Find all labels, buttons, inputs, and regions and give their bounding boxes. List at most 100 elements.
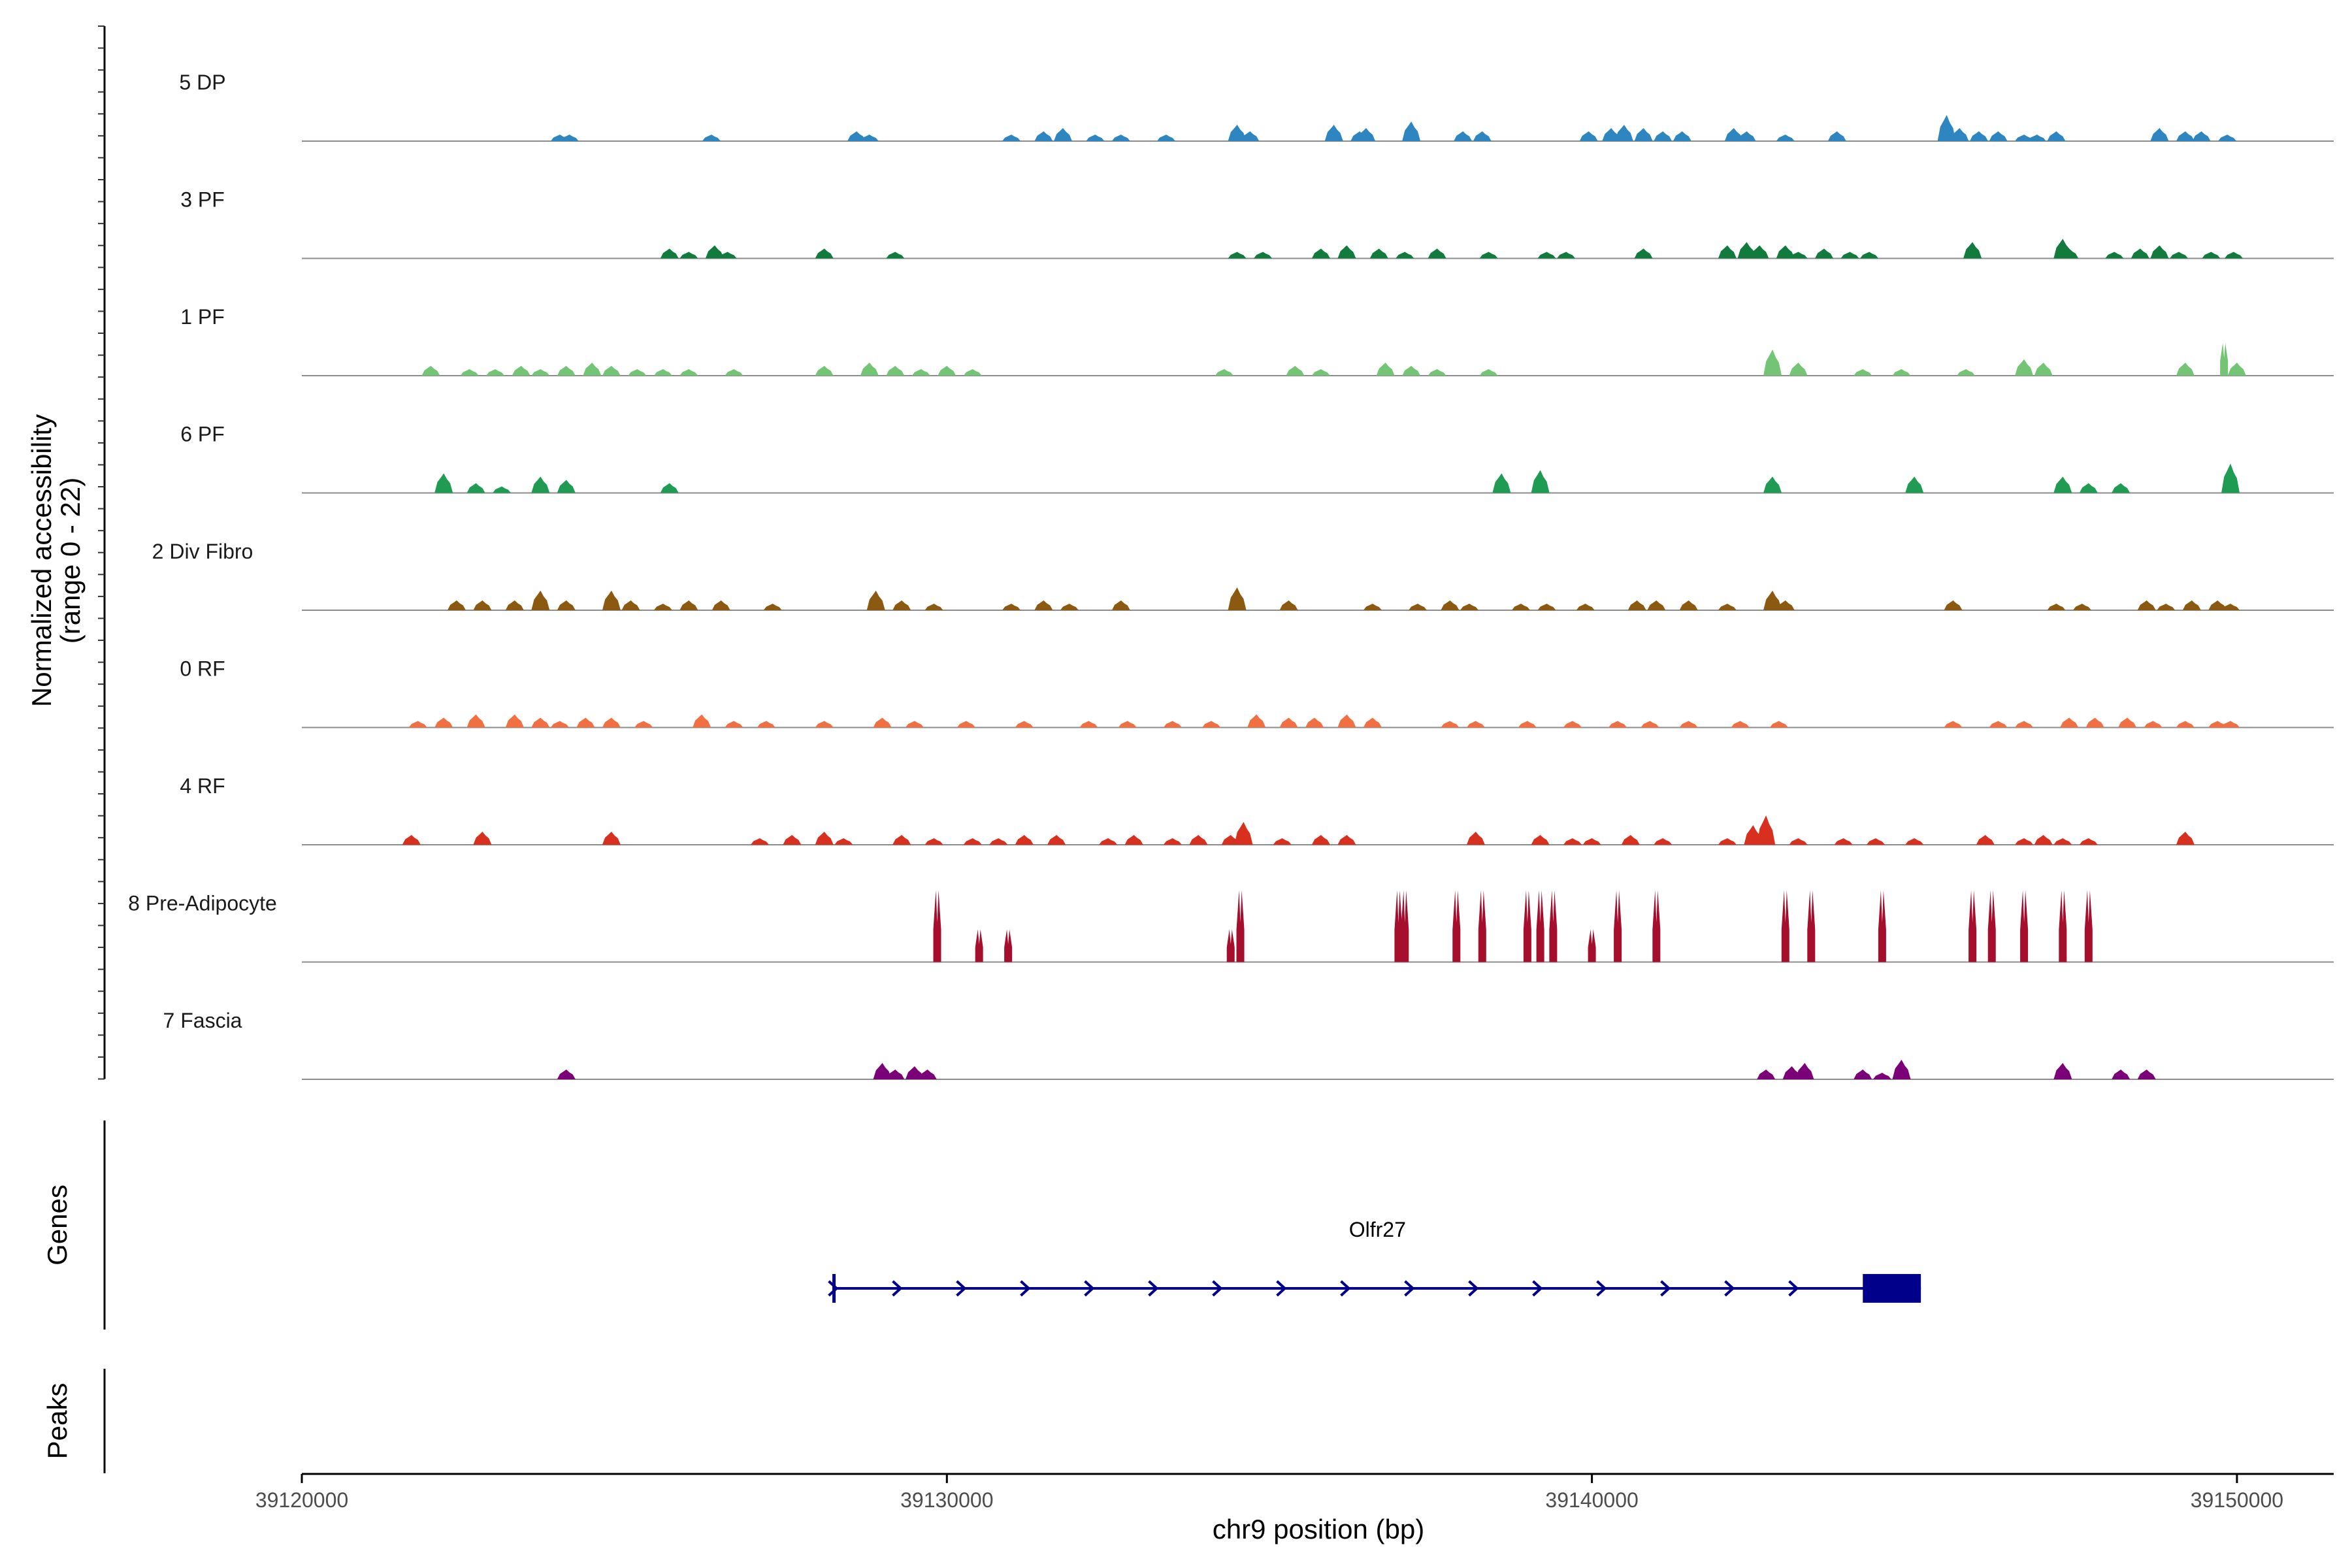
coverage-peak: [466, 483, 485, 493]
coverage-peak: [2053, 476, 2072, 493]
coverage-peak: [460, 369, 479, 376]
coverage-peak: [1718, 838, 1737, 845]
coverage-peak: [1279, 600, 1298, 610]
coverage-peak: [1454, 131, 1473, 141]
coverage-peak: [2144, 721, 2163, 728]
coverage-peak: [911, 369, 930, 376]
coverage-peak: [653, 604, 672, 610]
peaks-panel-label: Peaks: [42, 1383, 73, 1460]
coverage-peak: [2053, 838, 2072, 845]
coverage-peak: [1002, 135, 1021, 141]
coverage-peak: [1679, 600, 1698, 610]
coverage-peak: [847, 131, 866, 141]
coverage-peak: [1156, 135, 1175, 141]
coverage-peak: [2137, 600, 2156, 610]
coverage-peak: [1441, 721, 1460, 728]
track-3-pf: 3 PF: [180, 188, 2334, 259]
coverage-peak: [1937, 115, 1956, 141]
coverage-peak: [1363, 604, 1382, 610]
coverage-peak: [1236, 890, 1245, 962]
coverage-peak: [2015, 721, 2034, 728]
coverage-peak: [1279, 717, 1298, 728]
coverage-peak: [1950, 128, 1969, 141]
coverage-peak: [1641, 721, 1659, 728]
coverage-peak: [1763, 591, 1782, 610]
coverage-peak: [1654, 131, 1673, 141]
strand-chevron: [956, 1280, 967, 1297]
coverage-peak: [866, 591, 885, 610]
coverage-peak: [1311, 248, 1330, 259]
coverage-peak: [2059, 890, 2067, 962]
track-label: 5 DP: [179, 71, 225, 94]
gene-olfr27: Olfr27: [828, 1218, 1921, 1303]
coverage-peak: [2221, 463, 2240, 493]
track-8-pre-adipocyte: 8 Pre-Adipocyte: [128, 890, 2334, 963]
coverage-peak: [1827, 131, 1846, 141]
coverage-peak: [1324, 125, 1343, 141]
coverage-peak: [583, 363, 602, 376]
coverage-peak: [1409, 604, 1428, 610]
coverage-peak: [2208, 721, 2227, 728]
coverage-peak: [1854, 1070, 1872, 1079]
coverage-peak: [1311, 369, 1330, 376]
coverage-peak: [1776, 600, 1795, 610]
coverage-peak: [815, 721, 834, 728]
coverage-peak: [1867, 838, 1886, 845]
coverage-peak: [1957, 369, 1976, 376]
coverage-peak: [886, 366, 905, 376]
coverage-peak: [1781, 890, 1789, 962]
coverage-peak: [1047, 835, 1066, 845]
coverage-peak: [2060, 717, 2079, 728]
coverage-peak: [1588, 929, 1596, 962]
coverage-peak: [1744, 825, 1763, 845]
coverage-peak: [408, 721, 427, 728]
coverage-peak: [2224, 252, 2243, 259]
coverage-peak: [1602, 128, 1621, 141]
coverage-peak: [1523, 890, 1531, 962]
coverage-peak: [1369, 248, 1388, 259]
coverage-peak: [1396, 252, 1414, 259]
coverage-peak: [815, 366, 834, 376]
coverage-peak: [1099, 838, 1118, 845]
coverage-peak: [486, 369, 505, 376]
coverage-peak: [1466, 832, 1485, 845]
coverage-peak: [1111, 600, 1130, 610]
coverage-peak: [1549, 890, 1558, 962]
strand-chevron: [1788, 1280, 1799, 1297]
coverage-peak: [557, 600, 576, 610]
coverage-peak: [1834, 838, 1853, 845]
coverage-peak: [1163, 721, 1182, 728]
coverage-peak: [1054, 128, 1073, 141]
coverage-peak: [1789, 252, 1808, 259]
track-label: 1 PF: [180, 305, 225, 329]
coverage-peak: [2084, 890, 2093, 962]
coverage-peak: [2072, 604, 2091, 610]
track-label: 0 RF: [180, 657, 225, 681]
coverage-peak: [1337, 835, 1356, 845]
coverage-peak: [1878, 890, 1886, 962]
gene-annotations: Olfr27: [828, 1218, 1921, 1303]
coverage-peak: [2221, 721, 2240, 728]
coverage-peak: [2053, 1063, 2072, 1079]
coverage-peak: [1987, 890, 1996, 962]
coverage-peak: [576, 717, 595, 728]
coverage-peak: [628, 369, 647, 376]
genes-panel-label: Genes: [42, 1184, 73, 1266]
coverage-peak: [725, 721, 743, 728]
coverage-peak: [860, 363, 879, 376]
coverage-peak: [602, 366, 621, 376]
coverage-peak: [1860, 252, 1879, 259]
strand-chevron: [1724, 1280, 1735, 1297]
coverage-peak: [860, 135, 879, 141]
coverage-peak: [1944, 600, 1963, 610]
coverage-peak: [963, 369, 982, 376]
strand-chevron: [1148, 1280, 1159, 1297]
coverage-peak: [1034, 600, 1053, 610]
track-label: 4 RF: [180, 774, 225, 798]
coverage-peak: [2182, 600, 2201, 610]
x-tick-label: 39120000: [255, 1488, 348, 1512]
coverage-peak: [725, 369, 743, 376]
coverage-peak: [1060, 604, 1079, 610]
coverage-peak: [550, 721, 569, 728]
